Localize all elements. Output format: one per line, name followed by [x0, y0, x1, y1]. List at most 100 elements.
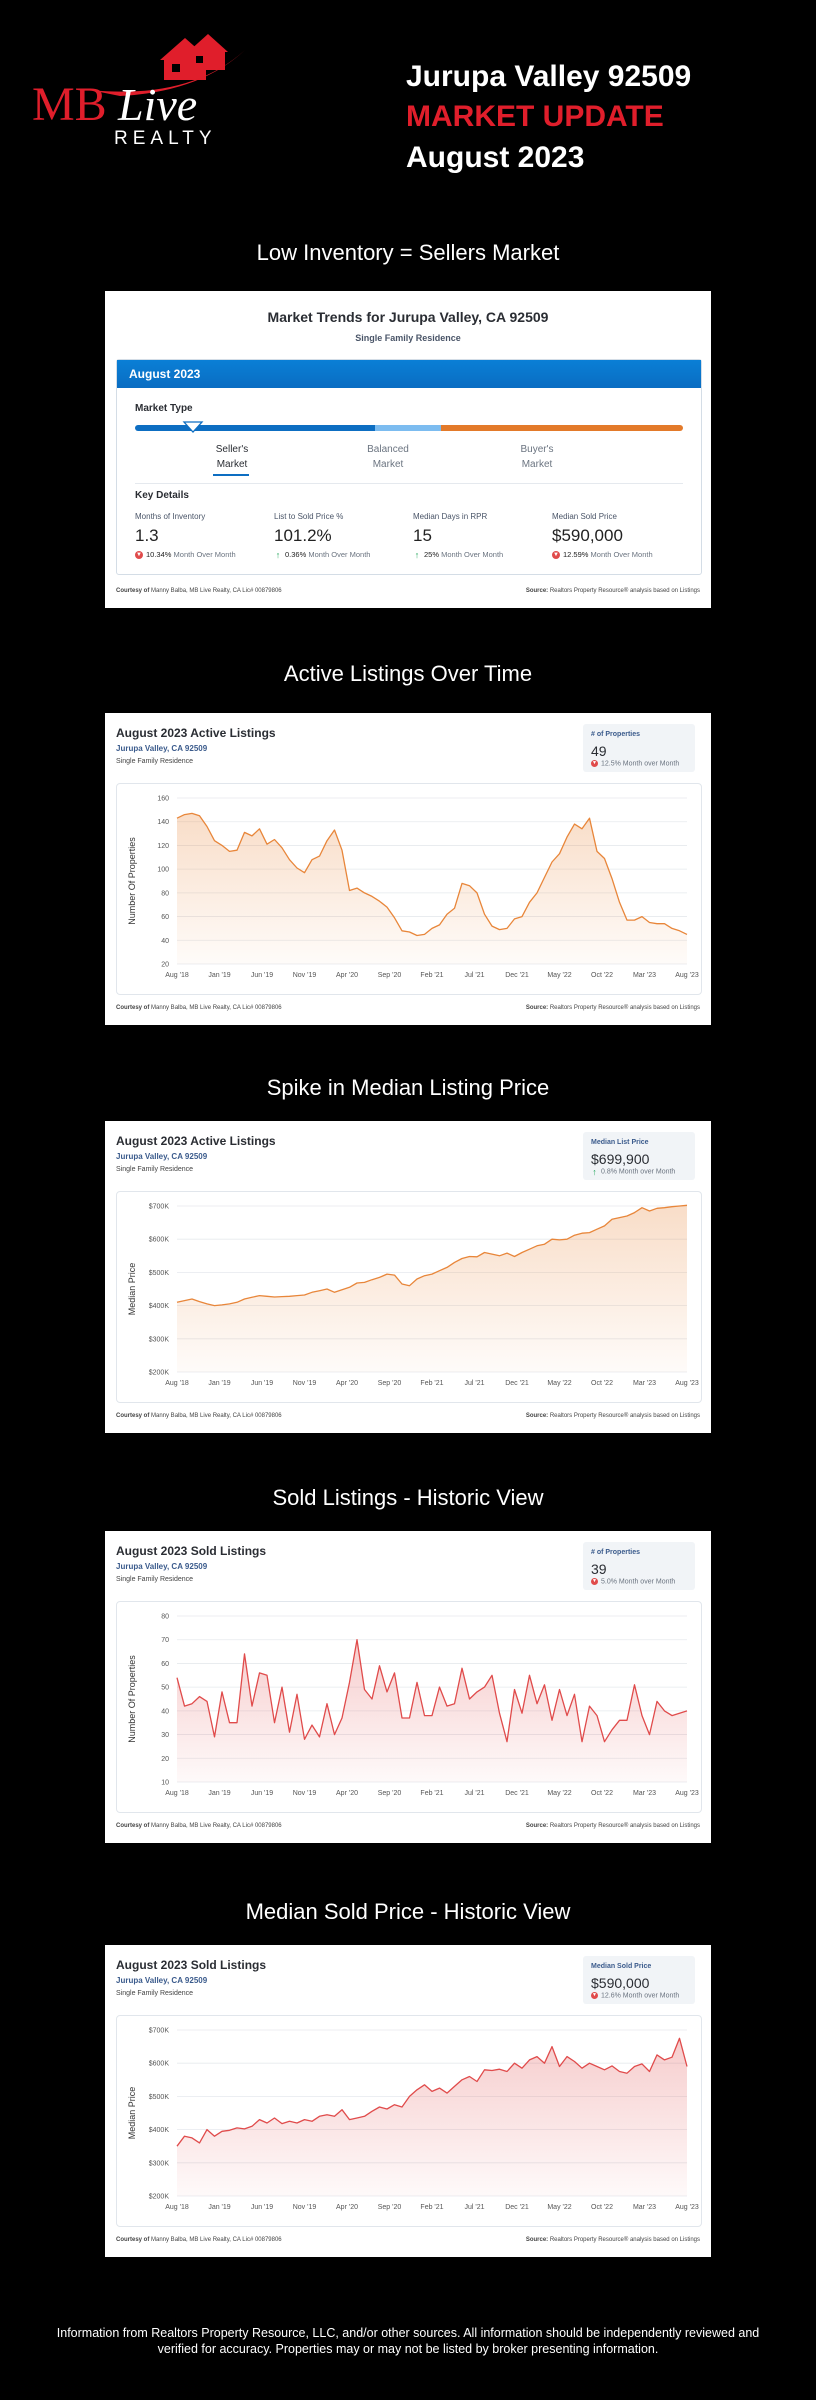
chart-svg: $200K $300K $400K $500K $600K $700K Aug '18 Jan… — [127, 2028, 699, 2212]
y-axis-label: Number Of Properties — [127, 1655, 137, 1743]
svg-text:REALTY: REALTY — [114, 128, 217, 149]
market-trends-panel: August 2023 Market Type Seller's Market B… — [116, 359, 702, 575]
card-title: Market Trends for Jurupa Valley, CA 9250… — [267, 309, 549, 325]
arrow-up-icon: ↑ — [275, 550, 281, 561]
x-tick-label: Sep '20 — [378, 1380, 402, 1387]
arrow-down-icon: ▼ — [591, 1992, 598, 1999]
header-title-market-update: MARKET UPDATE — [406, 100, 664, 133]
chart-property-type: Single Family Residence — [116, 1576, 194, 1583]
section-title: Sold Listings - Historic View — [272, 1485, 544, 1510]
source-note: Source: Realtors Property Resource® anal… — [525, 1823, 700, 1829]
chart-title: August 2023 Active Listings — [116, 1134, 276, 1148]
chart-plot: 20 40 60 80 100 120 140 160 Aug '18 Jan '19 Jun '1… — [116, 783, 702, 995]
x-tick-label: Jun '19 — [251, 2204, 273, 2211]
section-title: Median Sold Price - Historic View — [245, 1899, 571, 1924]
key-detail-list-to-sold: List to Sold Price % 101.2% ↑ 0.36% Month… — [274, 512, 371, 561]
source-note: Source: Realtors Property Resource® anal… — [525, 1005, 700, 1011]
x-tick-label: Dec '21 — [505, 972, 529, 979]
market-option-balanced: Balanced Market — [367, 444, 409, 470]
x-tick-label: Mar '23 — [633, 972, 656, 979]
summary-value: $590,000 — [591, 1975, 650, 1991]
market-type-label: Market Type — [135, 403, 193, 414]
date-banner: August 2023 — [117, 360, 701, 388]
key-detail-months-inventory: Months of Inventory 1.3 ▼ 10.34% Month Ov… — [135, 512, 236, 560]
summary-box: # of Properties 39 ▼ 5.0% Month over Month — [583, 1542, 695, 1590]
summary-label: Median Sold Price — [591, 1963, 652, 1970]
y-tick-label: $600K — [149, 1237, 170, 1244]
x-tick-label: Jan '19 — [208, 2204, 230, 2211]
y-tick-label: 50 — [161, 1685, 169, 1692]
x-tick-label: Apr '20 — [336, 2204, 358, 2211]
y-tick-label: $200K — [149, 1370, 170, 1377]
y-tick-label: 10 — [161, 1780, 169, 1787]
x-tick-label: Mar '23 — [633, 1790, 656, 1797]
section-title: Spike in Median Listing Price — [266, 1075, 550, 1100]
series-line — [176, 2037, 688, 2147]
summary-change: ▼ 5.0% Month over Month — [591, 1578, 676, 1586]
x-tick-label: Aug '23 — [675, 2204, 699, 2211]
source-note: Source: Realtors Property Resource® anal… — [525, 1413, 700, 1419]
x-tick-label: Nov '19 — [293, 1380, 317, 1387]
x-tick-label: Jul '21 — [464, 2204, 484, 2211]
x-tick-label: Oct '22 — [591, 1380, 613, 1387]
courtesy-note: Courtesy of Manny Balba, MB Live Realty,… — [116, 1413, 282, 1419]
x-tick-label: May '22 — [547, 972, 571, 979]
x-tick-label: Aug '18 — [165, 972, 189, 979]
y-tick-label: 140 — [157, 819, 169, 826]
courtesy-note: Courtesy of Manny Balba, MB Live Realty,… — [116, 1823, 282, 1829]
disclaimer: Information from Realtors Property Resou… — [56, 2326, 760, 2356]
svg-text:Live: Live — [117, 79, 197, 130]
x-tick-label: Jan '19 — [208, 1790, 230, 1797]
market-option-seller: Seller's Market — [215, 444, 249, 470]
y-tick-label: 160 — [157, 796, 169, 803]
x-tick-label: Aug '23 — [675, 1380, 699, 1387]
x-tick-label: Feb '21 — [420, 1790, 443, 1797]
summary-label: Median List Price — [591, 1139, 649, 1146]
summary-box: Median List Price $699,900 ↑ 0.8% Month ove… — [583, 1132, 695, 1180]
x-tick-label: Aug '18 — [165, 1380, 189, 1387]
summary-value: 49 — [591, 743, 607, 759]
market-option-buyer: Buyer's Market — [520, 444, 554, 470]
x-tick-label: Mar '23 — [633, 1380, 656, 1387]
y-axis-label: Median Price — [127, 1263, 137, 1316]
y-tick-label: $700K — [149, 1204, 170, 1211]
chart-card: August 2023 Sold Listings Jurupa Valley, … — [105, 1531, 711, 1843]
arrow-down-icon: ▼ — [552, 551, 560, 560]
market-trends-card: Market Trends for Jurupa Valley, CA 9250… — [105, 291, 711, 608]
y-axis-label: Median Price — [127, 2087, 137, 2140]
chart-location: Jurupa Valley, CA 92509 — [116, 1976, 208, 1985]
y-tick-label: 20 — [161, 1756, 169, 1763]
chart-title: August 2023 Sold Listings — [116, 1544, 267, 1558]
x-tick-label: Jan '19 — [208, 1380, 230, 1387]
y-tick-label: $300K — [149, 2160, 170, 2167]
x-tick-label: Aug '18 — [165, 2204, 189, 2211]
chart-svg: 20 40 60 80 100 120 140 160 Aug '18 Jan '19 Jun '1… — [127, 796, 699, 980]
y-tick-label: 60 — [161, 1661, 169, 1668]
x-tick-label: Dec '21 — [505, 2204, 529, 2211]
y-tick-label: $200K — [149, 2194, 170, 2201]
x-tick-label: Jun '19 — [251, 1380, 273, 1387]
arrow-down-icon: ▼ — [591, 760, 598, 767]
y-tick-label: $500K — [149, 1270, 170, 1277]
chart-card: August 2023 Active Listings Jurupa Valley… — [105, 713, 711, 1025]
chart-card: August 2023 Active Listings Jurupa Valley… — [105, 1121, 711, 1433]
series-line — [176, 1639, 688, 1743]
x-tick-label: Aug '23 — [675, 972, 699, 979]
y-tick-label: $400K — [149, 2127, 170, 2134]
chart-title: August 2023 Active Listings — [116, 726, 276, 740]
arrow-down-icon: ▼ — [135, 551, 143, 560]
key-details-label: Key Details — [135, 490, 189, 501]
chart-plot: $200K $300K $400K $500K $600K $700K Aug '18 Jan… — [116, 1191, 702, 1403]
series-area — [177, 2038, 687, 2196]
x-tick-label: Oct '22 — [591, 2204, 613, 2211]
summary-change: ▼ 12.6% Month over Month — [591, 1992, 680, 2000]
x-tick-label: Apr '20 — [336, 1380, 358, 1387]
series-area — [177, 813, 687, 964]
x-tick-label: Sep '20 — [378, 1790, 402, 1797]
series-line — [176, 1204, 688, 1307]
x-tick-label: May '22 — [547, 1790, 571, 1797]
y-axis-label: Number Of Properties — [127, 837, 137, 925]
x-tick-label: Feb '21 — [420, 2204, 443, 2211]
divider — [135, 483, 683, 484]
source-note: Source: Realtors Property Resource® anal… — [525, 588, 700, 594]
